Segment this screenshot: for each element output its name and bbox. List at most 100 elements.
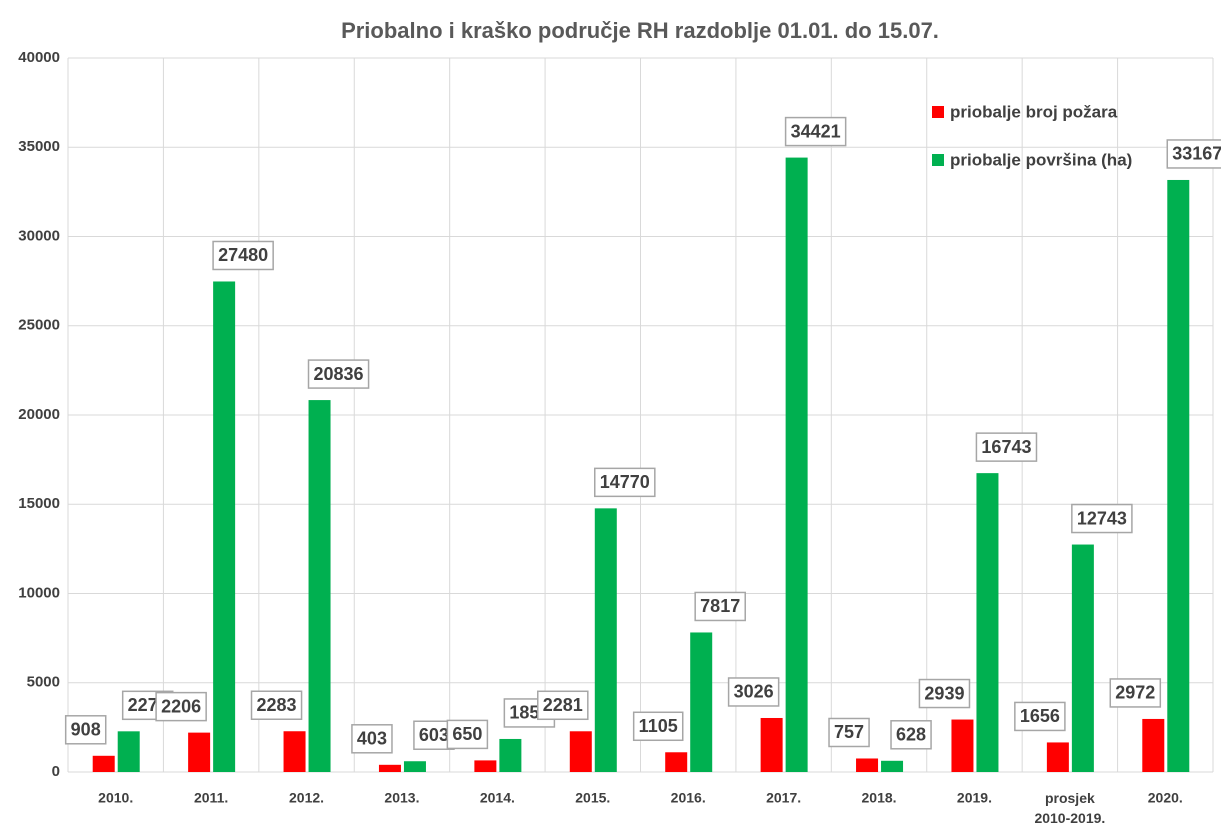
data-label-text: 34421: [791, 121, 841, 141]
x-tick-label: 2020.: [1148, 790, 1183, 806]
data-label: 20836: [307, 359, 370, 389]
data-label-text: 757: [834, 722, 864, 742]
x-tick-label: 2014.: [480, 790, 515, 806]
bar: [403, 761, 426, 772]
data-label-box: [694, 591, 746, 622]
data-label: 403: [351, 724, 393, 754]
bar: [283, 731, 306, 772]
y-tick-label: 25000: [18, 317, 60, 334]
data-label: 757: [828, 717, 870, 748]
data-label: 1656: [1014, 701, 1066, 732]
data-label: 27480: [212, 240, 274, 271]
data-label-text: 2972: [1115, 683, 1155, 703]
data-label-text: 603: [419, 725, 449, 745]
data-label-text: 2206: [161, 696, 201, 716]
data-label: 2939: [918, 678, 971, 709]
data-label-text: 1105: [639, 716, 678, 736]
data-label-text: 2281: [543, 695, 583, 715]
legend-label: priobalje broj požara: [950, 102, 1118, 121]
data-label: 3026: [727, 677, 780, 707]
bar: [951, 719, 974, 772]
data-label-box: [1166, 139, 1221, 169]
data-label-box: [446, 719, 489, 750]
data-label-box: [537, 690, 589, 721]
y-tick-label: 20000: [18, 406, 60, 423]
data-label-text: 908: [71, 720, 101, 740]
x-tick-label: 2012.: [289, 790, 324, 806]
x-tick-label: 2017.: [766, 790, 801, 806]
bar: [117, 731, 140, 772]
data-label: 16743: [975, 432, 1038, 462]
y-tick-label: 15000: [18, 495, 60, 512]
bar: [1142, 718, 1165, 772]
bar: [378, 764, 401, 772]
legend-label: priobalje površina (ha): [950, 150, 1132, 169]
data-label-box: [632, 711, 684, 742]
bar: [188, 732, 211, 772]
data-label: 12743: [1071, 503, 1133, 534]
y-tick-label: 5000: [27, 674, 60, 691]
data-label-box: [1071, 503, 1133, 534]
data-label: 1105: [632, 711, 684, 742]
bar: [213, 281, 236, 772]
bar: [569, 731, 592, 772]
legend-swatch: [932, 154, 944, 166]
data-label: 628: [890, 720, 932, 750]
y-tick-label: 40000: [18, 49, 60, 66]
data-label-text: 3026: [734, 682, 774, 702]
chart-title: Priobalno i kraško područje RH razdoblje…: [341, 18, 939, 43]
bar: [976, 473, 999, 772]
data-label: 650: [446, 719, 489, 750]
bar: [499, 738, 522, 772]
y-tick-label: 0: [52, 763, 60, 780]
x-tick-label: 2016.: [671, 790, 706, 806]
data-label-text: 628: [896, 725, 926, 745]
data-label: 2206: [155, 691, 207, 722]
data-label-text: 20836: [314, 364, 364, 384]
bar: [1167, 179, 1190, 772]
x-tick-label: 2015.: [575, 790, 610, 806]
legend-swatch: [932, 106, 944, 118]
data-label-box: [727, 677, 780, 707]
data-label: 908: [64, 715, 107, 745]
data-label-box: [1109, 678, 1162, 708]
bar: [308, 400, 331, 772]
bar: [92, 755, 115, 772]
data-label-box: [307, 359, 370, 389]
bar: [1046, 742, 1069, 772]
y-tick-label: 10000: [18, 584, 60, 601]
data-label: 2281: [537, 690, 589, 721]
data-label-text: 2939: [924, 683, 964, 703]
bar: [760, 717, 783, 772]
x-tick-label: prosjek 2010-2019.: [1034, 790, 1105, 826]
data-label-text: 12743: [1077, 508, 1127, 528]
data-label-text: 2283: [257, 695, 297, 715]
data-label-box: [594, 467, 656, 498]
data-label-text: 27480: [218, 245, 268, 265]
data-label-text: 14770: [600, 472, 650, 492]
x-tick-label: 2018.: [862, 790, 897, 806]
x-tick-label: 2019.: [957, 790, 992, 806]
bar: [785, 157, 808, 772]
y-tick-label: 30000: [18, 227, 60, 244]
x-tick-label: 2010.: [98, 790, 133, 806]
data-label: 34421: [784, 116, 847, 147]
data-label-text: 7817: [700, 596, 740, 616]
bar: [1071, 544, 1094, 772]
data-label-text: 403: [357, 729, 387, 749]
y-tick-label: 35000: [18, 138, 60, 155]
data-label-box: [828, 717, 870, 748]
data-label-box: [212, 240, 274, 271]
bar: [665, 752, 688, 772]
data-label-box: [975, 432, 1038, 462]
data-label-box: [918, 678, 971, 709]
bar: [594, 508, 617, 772]
data-label-box: [890, 720, 932, 750]
data-label-text: 33167: [1172, 144, 1221, 164]
bar: [881, 760, 904, 772]
data-label-box: [250, 690, 303, 720]
data-label-box: [155, 691, 207, 722]
x-tick-label: 2013.: [384, 790, 419, 806]
data-label-box: [351, 724, 393, 754]
